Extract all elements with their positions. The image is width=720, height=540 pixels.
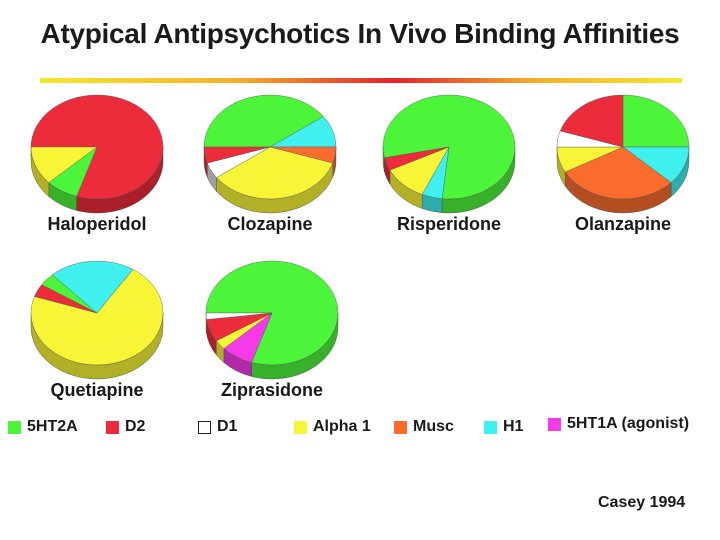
- slice-5ht2a: [382, 94, 516, 200]
- slice-d2: [559, 94, 624, 148]
- pie-label: Quetiapine: [50, 380, 144, 400]
- pie-label: Clozapine: [227, 214, 313, 234]
- slice-h1: [52, 260, 134, 314]
- pie-label: Olanzapine: [574, 214, 672, 234]
- pie-label: Haloperidol: [47, 214, 147, 234]
- page-title: Atypical Antipsychotics In Vivo Binding …: [40, 18, 680, 49]
- slice-alpha-1: [30, 146, 98, 183]
- pie-ziprasidone: [205, 260, 339, 380]
- pie-label: Risperidone: [396, 214, 502, 234]
- slice-alpha-1: [216, 146, 334, 200]
- slice-5ht2a: [622, 94, 690, 148]
- pie-olanzapine: [556, 94, 690, 214]
- slice-d1: [205, 312, 273, 320]
- source-citation: Casey 1994: [598, 494, 686, 511]
- slice-d2: [30, 94, 164, 200]
- title-underline: [40, 78, 682, 83]
- pie-haloperidol: [30, 94, 164, 214]
- slice-musc: [564, 146, 672, 200]
- pie-clozapine: [203, 94, 337, 214]
- slice-d2: [203, 146, 271, 164]
- pie-risperidone: [382, 94, 516, 214]
- slice-d2: [384, 146, 450, 171]
- pie-quetiapine: [30, 260, 164, 380]
- slice-5ht2a: [205, 260, 339, 366]
- pie-label: Ziprasidone: [220, 380, 323, 400]
- slice-alpha-1: [30, 269, 164, 366]
- slice-5ht2a: [203, 94, 324, 148]
